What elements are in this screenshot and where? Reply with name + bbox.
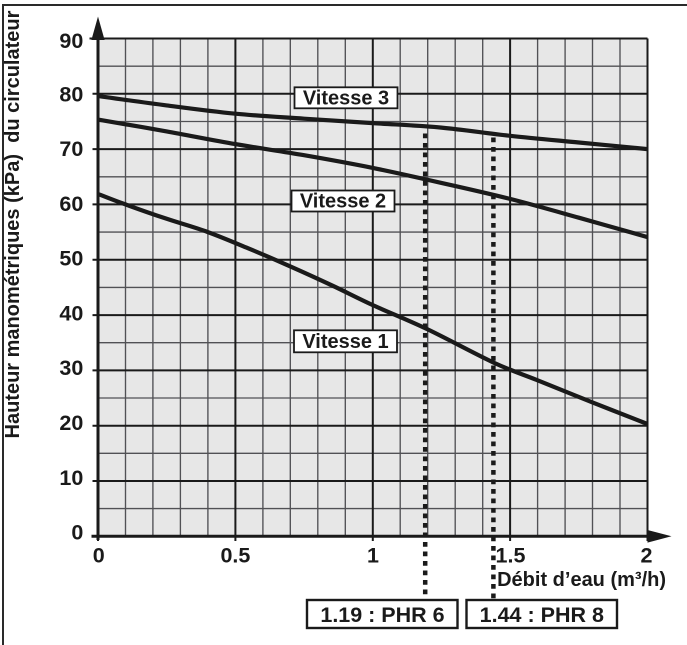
svg-text:Vitesse 2: Vitesse 2 — [300, 191, 386, 213]
svg-text:50: 50 — [59, 247, 83, 271]
svg-text:0.5: 0.5 — [220, 543, 250, 567]
svg-text:70: 70 — [59, 137, 83, 161]
svg-text:0: 0 — [71, 521, 83, 545]
svg-text:20: 20 — [59, 411, 83, 435]
svg-text:Débit d’eau (m³/h): Débit d’eau (m³/h) — [497, 569, 666, 591]
svg-text:Vitesse 1: Vitesse 1 — [302, 331, 388, 353]
svg-text:1: 1 — [367, 543, 379, 567]
svg-text:1.44 : PHR 8: 1.44 : PHR 8 — [480, 603, 604, 627]
svg-text:60: 60 — [59, 192, 83, 216]
svg-text:1.5: 1.5 — [496, 543, 526, 567]
svg-text:2: 2 — [641, 543, 653, 567]
svg-text:1.19 : PHR 6: 1.19 : PHR 6 — [320, 603, 444, 627]
svg-text:40: 40 — [59, 301, 83, 325]
svg-text:0: 0 — [93, 543, 105, 567]
svg-text:90: 90 — [59, 29, 83, 53]
svg-text:Vitesse 3: Vitesse 3 — [303, 88, 389, 110]
svg-text:10: 10 — [59, 466, 83, 490]
svg-text:30: 30 — [59, 356, 83, 380]
svg-text:Hauteur manométriques (kPa) d: Hauteur manométriques (kPa) du circulate… — [2, 10, 24, 438]
svg-text:80: 80 — [59, 82, 83, 106]
